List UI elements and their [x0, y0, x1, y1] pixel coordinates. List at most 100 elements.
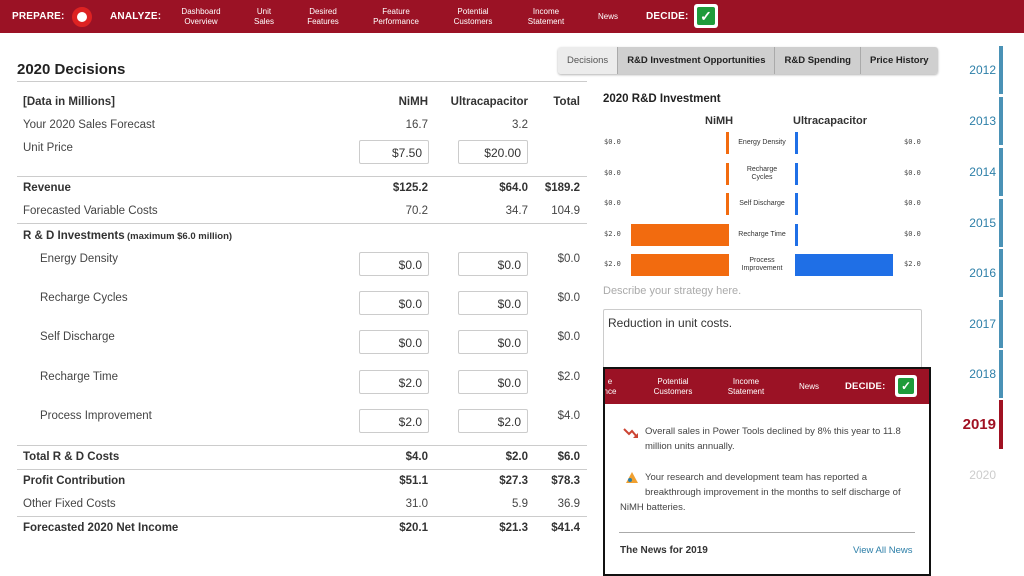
tab-rd-investment-opportunities[interactable]: R&D Investment Opportunities: [618, 47, 776, 74]
popup-check-button[interactable]: ✓: [895, 375, 917, 397]
row-label: Unit Price: [23, 142, 73, 154]
year-bar: [999, 97, 1003, 145]
total-value: $41.4: [551, 522, 580, 534]
nav-unit-sales[interactable]: Unit Sales: [253, 7, 274, 26]
year-2019-current[interactable]: 2019: [962, 416, 996, 433]
ultracapacitor-unit-price-input[interactable]: $20.00: [458, 140, 528, 164]
year-bar: [999, 46, 1003, 94]
nimh-value-label: $0.0: [604, 138, 621, 146]
year-bar: [999, 249, 1003, 297]
header-nimh: NiMH: [398, 96, 428, 108]
nimh-value-label: $0.0: [604, 169, 621, 177]
total-value: 36.9: [557, 498, 580, 510]
nav-news[interactable]: News: [597, 12, 618, 21]
trend-down-icon: [623, 428, 638, 438]
view-all-news-link[interactable]: View All News: [853, 545, 913, 556]
divider: [17, 223, 587, 224]
nimh-value-label: $2.0: [604, 260, 621, 268]
year-bar: [999, 148, 1003, 196]
nimh-value: 31.0: [405, 498, 428, 510]
page-title: 2020 Decisions: [17, 61, 126, 78]
divider: [17, 469, 587, 470]
nimh-value-label: $0.0: [604, 199, 621, 207]
series-label-ultracapacitor: Ultracapacitor: [793, 115, 867, 127]
year-bar: [999, 350, 1003, 398]
nav-desired-features[interactable]: Desired Features: [307, 7, 339, 26]
ultracapacitor-bar: [795, 132, 798, 154]
divider: [17, 445, 587, 446]
tab-rd-spending[interactable]: R&D Spending: [775, 47, 861, 74]
popup-nav-potential-customers[interactable]: Potential Customers: [653, 377, 693, 396]
news-item-research: Your research and development team has r…: [645, 472, 901, 498]
nimh-value: $4.0: [405, 451, 428, 463]
nimh-self-discharge-input[interactable]: $0.0: [359, 330, 429, 354]
popup-decide-label: DECIDE:: [845, 381, 886, 392]
year-2016[interactable]: 2016: [969, 266, 996, 280]
nimh-bar: [631, 254, 729, 276]
nimh-unit-price-input[interactable]: $7.50: [359, 140, 429, 164]
nav-income-statement[interactable]: Income Statement: [527, 7, 565, 26]
nimh-bar: [631, 224, 729, 246]
nav-feature-performance[interactable]: Feature Performance: [373, 7, 419, 26]
ultracapacitor-value-label: $2.0: [904, 260, 921, 268]
nimh-energy-density-input[interactable]: $0.0: [359, 252, 429, 276]
ultracapacitor-value: $64.0: [499, 182, 528, 194]
ultracapacitor-bar: [795, 193, 798, 215]
year-2015[interactable]: 2015: [969, 216, 996, 230]
nimh-process-improvement-input[interactable]: $2.0: [359, 409, 429, 433]
ultracapacitor-recharge-cycles-input[interactable]: $0.0: [458, 291, 528, 315]
ultracapacitor-recharge-time-input[interactable]: $0.0: [458, 370, 528, 394]
nimh-recharge-time-input[interactable]: $2.0: [359, 370, 429, 394]
year-bar: [999, 300, 1003, 348]
total-value: $0.0: [557, 331, 580, 343]
tab-decisions[interactable]: Decisions: [558, 47, 619, 74]
total-value: $6.0: [557, 451, 580, 463]
year-bar: [999, 199, 1003, 247]
total-value: $78.3: [551, 475, 580, 487]
nimh-value: $51.1: [399, 475, 428, 487]
nimh-bar: [726, 132, 729, 154]
analyze-label: ANALYZE:: [110, 11, 162, 22]
popup-nav-income-statement[interactable]: Income Statement: [727, 377, 765, 396]
nimh-value-label: $2.0: [604, 230, 621, 238]
row-label: Forecasted Variable Costs: [23, 205, 158, 217]
nimh-value: 70.2: [405, 205, 428, 217]
row-label: Total R & D Costs: [23, 451, 120, 463]
lifebuoy-icon[interactable]: [72, 7, 92, 27]
checkmark-icon: ✓: [898, 378, 914, 394]
year-2014[interactable]: 2014: [969, 165, 996, 179]
row-label: Self Discharge: [40, 331, 115, 343]
row-label: Forecasted 2020 Net Income: [23, 522, 179, 534]
ultracapacitor-self-discharge-input[interactable]: $0.0: [458, 330, 528, 354]
chart-category-label: Self Discharge: [739, 200, 785, 207]
row-label: Recharge Time: [40, 371, 118, 383]
research-icon: [626, 472, 638, 483]
nimh-recharge-cycles-input[interactable]: $0.0: [359, 291, 429, 315]
ultracapacitor-process-improvement-input[interactable]: $2.0: [458, 409, 528, 433]
ultracapacitor-bar: [795, 224, 798, 246]
series-label-nimh: NiMH: [705, 115, 734, 127]
divider: [17, 176, 587, 177]
news-popup: e nce Potential Customers Income Statement …: [603, 367, 931, 576]
row-label: Energy Density: [40, 253, 118, 265]
year-2013[interactable]: 2013: [969, 114, 996, 128]
popup-nav-truncated[interactable]: e nce: [603, 377, 617, 396]
total-value: $4.0: [557, 410, 580, 422]
year-2012[interactable]: 2012: [969, 63, 996, 77]
rd-max-note: (maximum $6.0 million): [127, 231, 233, 242]
popup-nav-news[interactable]: News: [793, 382, 825, 399]
news-item-research-cont: NiMH batteries.: [620, 502, 686, 513]
prepare-label: PREPARE:: [12, 11, 65, 22]
chart-category-label: Recharge Cycles: [746, 166, 778, 181]
year-2018[interactable]: 2018: [969, 367, 996, 381]
year-2017[interactable]: 2017: [969, 317, 996, 331]
nav-dashboard-overview[interactable]: Dashboard Overview: [181, 7, 221, 26]
title-divider: [17, 81, 587, 82]
tab-price-history[interactable]: Price History: [860, 47, 938, 74]
ultracapacitor-energy-density-input[interactable]: $0.0: [458, 252, 528, 276]
decide-check-button[interactable]: ✓: [694, 4, 718, 28]
chart-category-label: Process Improvement: [741, 257, 783, 272]
row-label: Profit Contribution: [23, 475, 126, 487]
chart-category-label: Recharge Time: [738, 231, 786, 238]
nav-potential-customers[interactable]: Potential Customers: [453, 7, 493, 26]
